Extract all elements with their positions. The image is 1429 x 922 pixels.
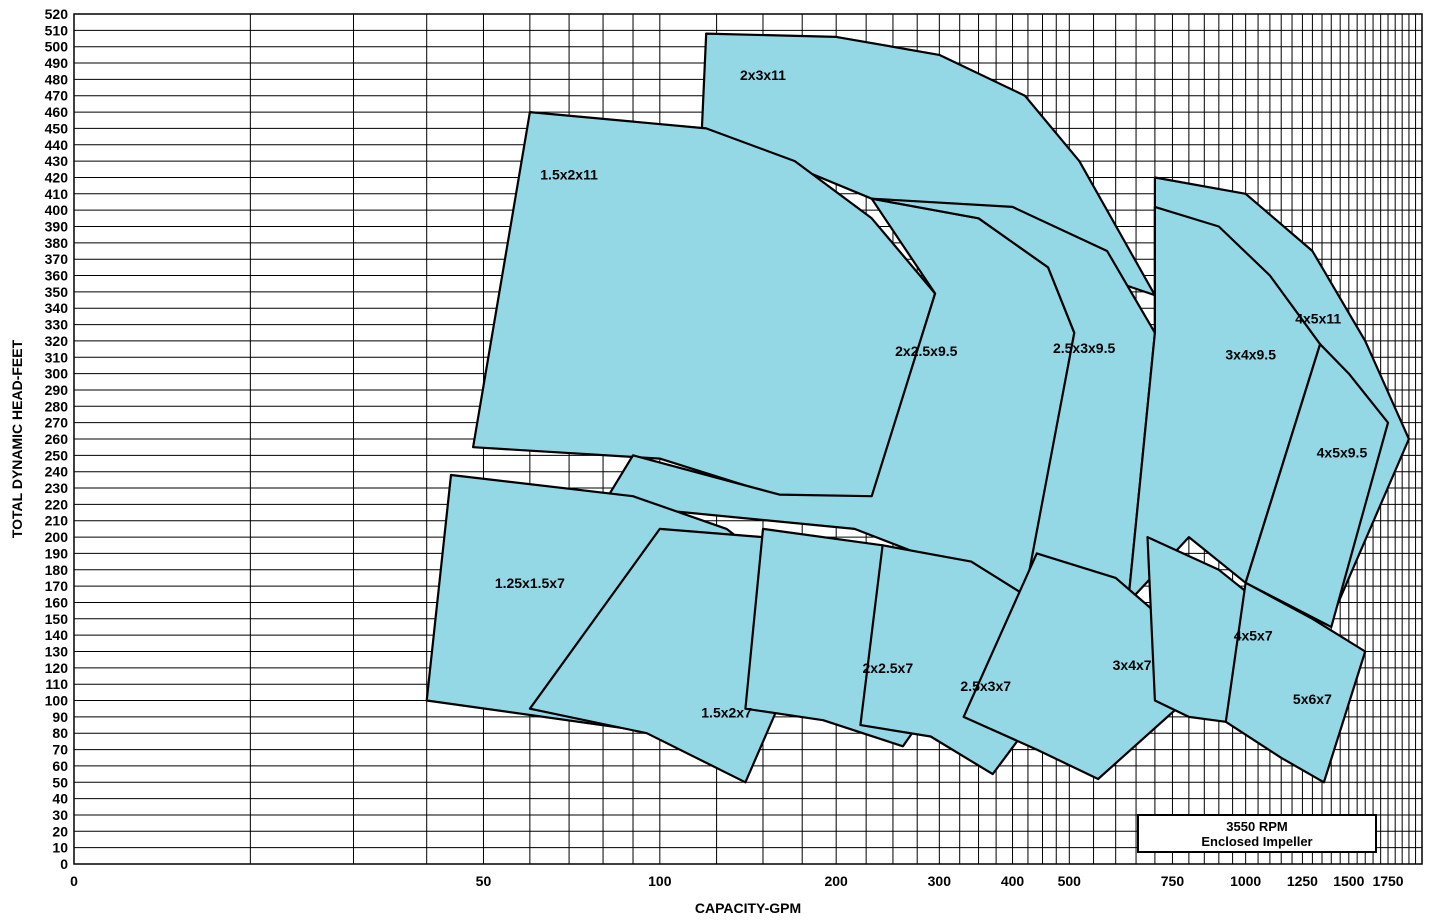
y-tick-label: 440	[45, 137, 69, 153]
y-tick-label: 30	[52, 807, 68, 823]
y-tick-label: 100	[45, 693, 69, 709]
y-tick-label: 240	[45, 464, 69, 480]
y-tick-label: 320	[45, 333, 69, 349]
y-tick-label: 360	[45, 268, 69, 284]
y-tick-label: 40	[52, 791, 68, 807]
y-tick-label: 500	[45, 39, 69, 55]
x-tick-label: 0	[70, 873, 78, 889]
x-tick-label: 750	[1161, 873, 1185, 889]
region-4x5x9.5	[1244, 343, 1390, 629]
region-label: 3x4x7	[1113, 657, 1152, 673]
x-tick-label: 50	[476, 873, 492, 889]
region-label: 4x5x9.5	[1317, 444, 1368, 460]
y-tick-label: 450	[45, 120, 69, 136]
region-label: 2x3x11	[740, 67, 786, 83]
x-tick-label: 400	[1001, 873, 1025, 889]
x-tick-label: 1250	[1287, 873, 1318, 889]
region-label: 2.5x3x7	[960, 678, 1011, 694]
y-tick-label: 160	[45, 594, 69, 610]
y-tick-label: 290	[45, 382, 69, 398]
y-tick-label: 470	[45, 88, 69, 104]
x-tick-label: 500	[1058, 873, 1082, 889]
y-tick-label: 300	[45, 366, 69, 382]
y-tick-label: 230	[45, 480, 69, 496]
x-axis-ticks: 0 50 100 200 300 400 500 750 1000 1250 1500 1750	[70, 873, 1404, 889]
y-tick-label: 210	[45, 513, 69, 529]
region-label: 5x6x7	[1293, 691, 1332, 707]
y-tick-label: 250	[45, 447, 69, 463]
y-axis-ticks: 0102030405060708090100110120130140150160…	[45, 6, 69, 872]
region-5x6x7	[1224, 581, 1367, 784]
y-tick-label: 310	[45, 349, 69, 365]
y-tick-label: 110	[45, 676, 68, 692]
y-tick-label: 510	[45, 22, 69, 38]
y-tick-label: 280	[45, 398, 69, 414]
region-label: 2.5x3x9.5	[1053, 340, 1115, 356]
region-label: 4x5x11	[1295, 310, 1341, 326]
y-tick-label: 90	[52, 709, 68, 725]
x-tick-label: 100	[648, 873, 672, 889]
y-tick-label: 70	[52, 742, 68, 758]
y-tick-label: 190	[45, 545, 69, 561]
info-box: 3550 RPM Enclosed Impeller	[1137, 814, 1377, 853]
y-tick-label: 370	[45, 251, 69, 267]
region-label: 1.5x2x11	[540, 167, 598, 183]
x-axis-title: CAPACITY-GPM	[695, 900, 801, 916]
rpm-label: 3550 RPM	[1226, 819, 1287, 834]
info-box-frame	[1137, 814, 1377, 853]
pump-regions	[425, 32, 1411, 784]
x-tick-label: 1000	[1230, 873, 1261, 889]
x-tick-label: 300	[928, 873, 952, 889]
y-tick-label: 20	[52, 823, 68, 839]
y-tick-label: 120	[45, 660, 69, 676]
region-label: 2x2.5x7	[863, 660, 914, 676]
y-tick-label: 10	[52, 840, 68, 856]
region-label: 1.5x2x7	[701, 704, 752, 720]
x-tick-label: 1750	[1372, 873, 1403, 889]
impeller-type-label: Enclosed Impeller	[1201, 834, 1312, 849]
y-tick-label: 490	[45, 55, 69, 71]
y-tick-label: 480	[45, 71, 69, 87]
y-tick-label: 400	[45, 202, 69, 218]
y-tick-label: 200	[45, 529, 69, 545]
y-tick-label: 260	[45, 431, 69, 447]
y-tick-label: 460	[45, 104, 69, 120]
y-tick-label: 180	[45, 562, 69, 578]
region-labels: 2x3x11 4x5x11 1.5x2x11 2x2.5x9.5 2.5x3x9.5 3x…	[495, 67, 1368, 720]
region-label: 1.25x1.5x7	[495, 575, 565, 591]
region-label: 4x5x7	[1234, 627, 1273, 643]
y-tick-label: 220	[45, 496, 69, 512]
y-tick-label: 270	[45, 415, 69, 431]
x-tick-label: 1500	[1333, 873, 1364, 889]
y-tick-label: 140	[45, 627, 69, 643]
y-tick-label: 420	[45, 169, 69, 185]
y-tick-label: 150	[45, 611, 69, 627]
y-tick-label: 130	[45, 644, 69, 660]
y-tick-label: 340	[45, 300, 69, 316]
y-axis-title: TOTAL DYNAMIC HEAD-FEET	[9, 339, 25, 538]
y-tick-label: 350	[45, 284, 69, 300]
y-tick-label: 330	[45, 317, 69, 333]
y-tick-label: 170	[45, 578, 69, 594]
y-tick-label: 60	[52, 758, 68, 774]
y-tick-label: 430	[45, 153, 69, 169]
y-tick-label: 380	[45, 235, 69, 251]
y-tick-label: 0	[60, 856, 68, 872]
y-tick-label: 50	[52, 774, 68, 790]
y-tick-label: 390	[45, 219, 69, 235]
y-tick-label: 520	[45, 6, 69, 22]
region-label: 2x2.5x9.5	[895, 343, 957, 359]
y-tick-label: 410	[45, 186, 69, 202]
plot-frame	[73, 13, 1423, 865]
region-label: 3x4x9.5	[1225, 346, 1276, 362]
x-tick-label: 200	[824, 873, 848, 889]
y-tick-label: 80	[52, 725, 68, 741]
